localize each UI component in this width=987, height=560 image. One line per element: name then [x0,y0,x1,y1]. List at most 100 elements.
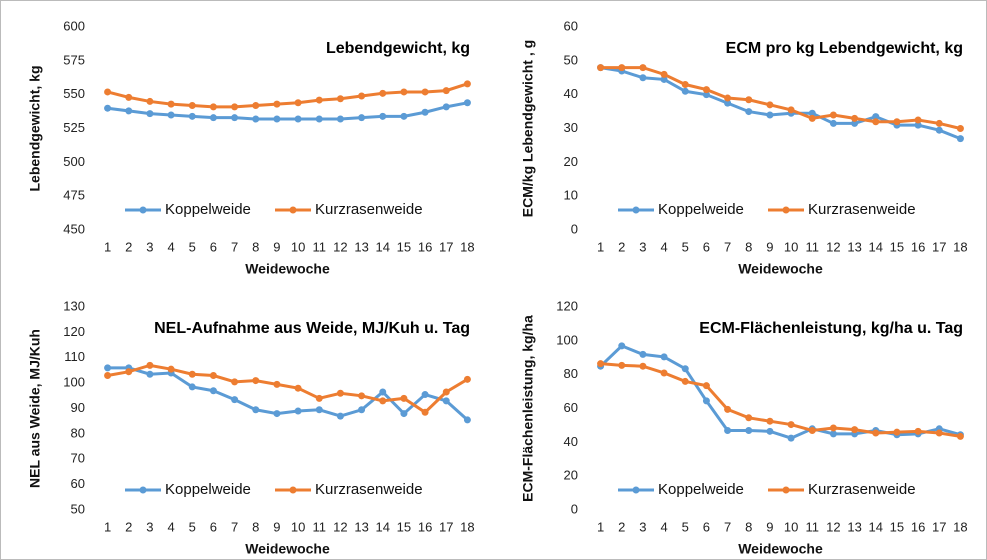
point [252,406,260,414]
point [639,362,647,370]
point [914,121,922,129]
point [745,414,753,422]
x-tick-label: 18 [953,239,967,254]
x-tick-label: 1 [597,239,604,254]
y-tick-label: 10 [564,188,578,203]
x-tick-label: 11 [313,519,327,534]
y-tick-label: 575 [63,52,85,67]
x-tick-label: 5 [189,519,196,534]
x-tick-label: 18 [953,519,967,534]
series-line [600,362,961,438]
x-tick-label: 2 [125,239,132,254]
x-tick-label: 6 [210,519,217,534]
point [358,114,366,122]
y-tick-label: 90 [71,400,85,415]
y-tick-label: 600 [63,18,85,33]
point [639,350,647,358]
point [104,88,112,96]
legend-label: Kurzrasenweide [315,201,423,218]
x-tick-label: 9 [766,519,773,534]
y-tick-label: 50 [564,52,578,67]
y-tick-label: 40 [564,434,578,449]
legend-label: Koppelweide [165,481,251,498]
point [294,99,302,107]
point [956,125,964,132]
point [125,107,133,115]
point [851,114,859,122]
point [146,361,154,369]
series-line [107,82,468,109]
x-tick-label: 15 [397,519,411,534]
point [893,118,901,126]
y-tick-label: 450 [63,221,85,236]
point [421,88,429,96]
x-tick-label: 3 [146,519,153,534]
x-axis-title: Weidewoche [245,541,330,557]
point [315,96,323,104]
point [808,426,816,434]
point [379,89,387,97]
x-tick-label: 12 [826,239,840,254]
y-tick-label: 60 [71,476,85,491]
x-tick-label: 3 [639,239,646,254]
point [315,406,323,414]
point [639,74,647,82]
x-tick-label: 10 [784,519,798,534]
x-tick-label: 9 [766,239,773,254]
point [787,106,795,114]
point [379,397,387,405]
y-tick-label: 100 [556,332,578,347]
y-tick-label: 40 [564,86,578,101]
x-tick-label: 1 [104,519,111,534]
point [104,372,112,380]
point [400,112,408,120]
point [935,119,943,127]
x-tick-label: 1 [104,239,111,254]
point [808,109,816,117]
point [231,103,239,111]
point [379,388,387,396]
legend-marker [782,486,790,494]
y-tick-label: 80 [564,366,578,381]
point [358,92,366,100]
point [231,378,239,386]
y-tick-label: 110 [64,349,85,364]
point [125,368,133,376]
series-line [599,344,961,440]
point [956,432,964,440]
point [618,64,626,72]
legend-label: Kurzrasenweide [315,481,423,498]
point [597,360,605,368]
point [315,115,323,123]
point [400,88,408,96]
x-tick-label: 14 [376,239,390,254]
x-tick-label: 18 [460,519,474,534]
point [914,116,922,124]
x-tick-label: 13 [354,239,368,254]
legend-label: Koppelweide [658,201,744,218]
x-tick-label: 5 [682,239,689,254]
x-tick-label: 11 [806,519,820,534]
point [188,112,196,120]
x-tick-label: 12 [826,519,840,534]
x-tick-label: 14 [376,519,390,534]
x-tick-label: 17 [439,239,453,254]
x-tick-label: 7 [231,519,238,534]
point [252,115,260,123]
legend-label: Koppelweide [658,481,744,498]
x-tick-label: 8 [252,239,259,254]
point [358,392,366,400]
point [400,410,408,418]
point [294,407,302,415]
point [618,342,626,350]
point [829,119,837,127]
point [787,421,795,429]
point [336,115,344,123]
series-line [107,101,468,121]
legend-marker [632,486,640,494]
point [209,372,217,380]
y-axis-title: NEL aus Weide, MJ/Kuh [27,329,43,488]
y-axis-title: ECM/kg Lebendgewicht , g [520,40,536,217]
